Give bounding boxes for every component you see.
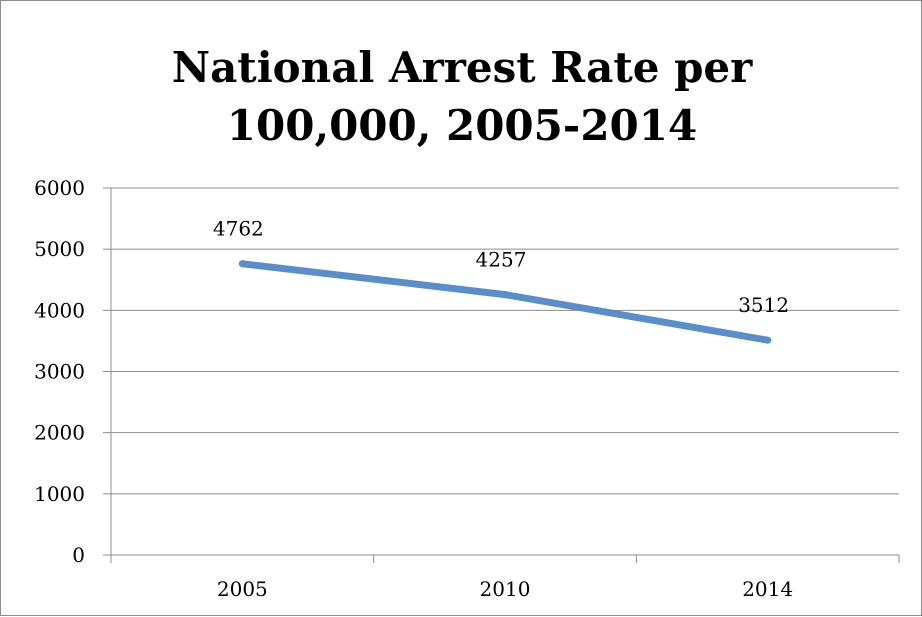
chart-title-line-2: 100,000, 2005-2014 (226, 101, 698, 150)
data-label: 4257 (476, 248, 527, 272)
series-line (238, 260, 772, 344)
y-tick-label: 6000 (34, 176, 85, 200)
data-point (501, 291, 509, 299)
x-tick-label: 2005 (217, 577, 268, 601)
y-tick-label: 0 (72, 543, 85, 567)
y-tick-label: 4000 (34, 298, 85, 322)
data-point (238, 260, 246, 268)
chart-title: National Arrest Rate per 100,000, 2005-2… (1, 39, 922, 155)
y-tick-label: 5000 (34, 237, 85, 261)
x-tick-label: 2014 (742, 577, 793, 601)
data-label: 4762 (213, 217, 264, 241)
x-tick-label: 2010 (480, 577, 531, 601)
y-tick-label: 3000 (34, 360, 85, 384)
data-point (764, 336, 772, 344)
chart-title-line-1: National Arrest Rate per (171, 43, 753, 92)
y-tick-label: 1000 (34, 482, 85, 506)
y-tick-label: 2000 (34, 421, 85, 445)
data-label: 3512 (738, 293, 789, 317)
